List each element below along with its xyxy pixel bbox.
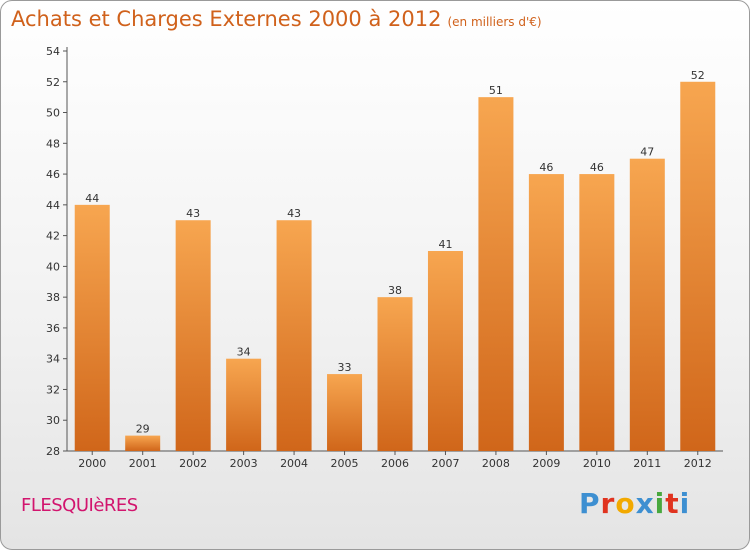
commune-name: FLESQUIèRES <box>21 495 138 516</box>
logo-letter: P <box>579 487 601 520</box>
y-tick-label: 54 <box>46 45 60 58</box>
x-tick-label: 2004 <box>280 457 308 470</box>
y-tick-label: 52 <box>46 76 60 89</box>
value-label: 38 <box>388 284 402 297</box>
logo-letter: t <box>665 487 680 520</box>
y-tick-label: 38 <box>46 291 60 304</box>
value-label: 52 <box>691 69 705 82</box>
bar <box>478 97 514 452</box>
value-label: 41 <box>438 238 452 251</box>
value-label: 43 <box>287 207 301 220</box>
y-tick-label: 32 <box>46 383 60 396</box>
x-tick-label: 2001 <box>129 457 157 470</box>
logo-letter: i <box>654 487 666 520</box>
bar <box>427 251 463 451</box>
x-tick-label: 2007 <box>431 457 459 470</box>
x-tick-label: 2002 <box>179 457 207 470</box>
bar <box>629 158 665 451</box>
logo-letter: i <box>679 487 691 520</box>
y-tick-label: 40 <box>46 260 60 273</box>
y-tick-label: 48 <box>46 137 60 150</box>
y-tick-label: 36 <box>46 322 60 335</box>
y-tick-label: 28 <box>46 445 60 458</box>
chart-bars <box>74 81 716 452</box>
x-tick-label: 2009 <box>532 457 560 470</box>
x-tick-label: 2000 <box>78 457 106 470</box>
value-label: 46 <box>539 161 553 174</box>
bar <box>680 81 716 452</box>
bar <box>74 204 110 451</box>
value-label: 43 <box>186 207 200 220</box>
y-tick-label: 44 <box>46 199 60 212</box>
logo-letter: r <box>600 487 616 520</box>
bar <box>226 358 262 451</box>
title-text: Achats et Charges Externes 2000 à 2012 <box>11 7 442 31</box>
value-label: 51 <box>489 84 503 97</box>
value-label: 46 <box>590 161 604 174</box>
x-tick-label: 2006 <box>381 457 409 470</box>
y-tick-label: 34 <box>46 353 60 366</box>
bar <box>377 297 413 451</box>
y-tick-label: 30 <box>46 414 60 427</box>
value-label: 47 <box>640 146 654 159</box>
x-tick-label: 2011 <box>633 457 661 470</box>
logo-letter: o <box>615 487 636 520</box>
y-tick-label: 50 <box>46 107 60 120</box>
value-label: 34 <box>237 346 251 359</box>
bar <box>528 174 564 452</box>
bar <box>327 374 363 451</box>
value-label: 29 <box>136 423 150 436</box>
x-tick-label: 2012 <box>684 457 712 470</box>
bar <box>276 220 312 451</box>
chart-title: Achats et Charges Externes 2000 à 2012 (e… <box>11 7 542 31</box>
y-tick-label: 46 <box>46 168 60 181</box>
x-tick-label: 2003 <box>230 457 258 470</box>
x-tick-label: 2010 <box>583 457 611 470</box>
bar <box>579 174 615 452</box>
x-tick-label: 2008 <box>482 457 510 470</box>
chart-subtitle: (en milliers d'€) <box>447 15 542 29</box>
bar <box>125 435 161 451</box>
chart-axes: 28 30 32 34 36 38 40 42 44 46 48 50 52 54 <box>46 45 723 458</box>
x-tick-label: 2005 <box>331 457 359 470</box>
y-tick-label: 42 <box>46 230 60 243</box>
value-label: 44 <box>85 192 99 205</box>
chart-labels: 44 2000 29 2001 43 2002 34 2003 43 2004 33 2005 38 20… <box>78 69 712 470</box>
bar <box>175 220 211 451</box>
logo-letter: x <box>635 487 655 520</box>
value-label: 33 <box>338 361 352 374</box>
proxiti-logo[interactable]: Proxiti <box>579 487 690 520</box>
